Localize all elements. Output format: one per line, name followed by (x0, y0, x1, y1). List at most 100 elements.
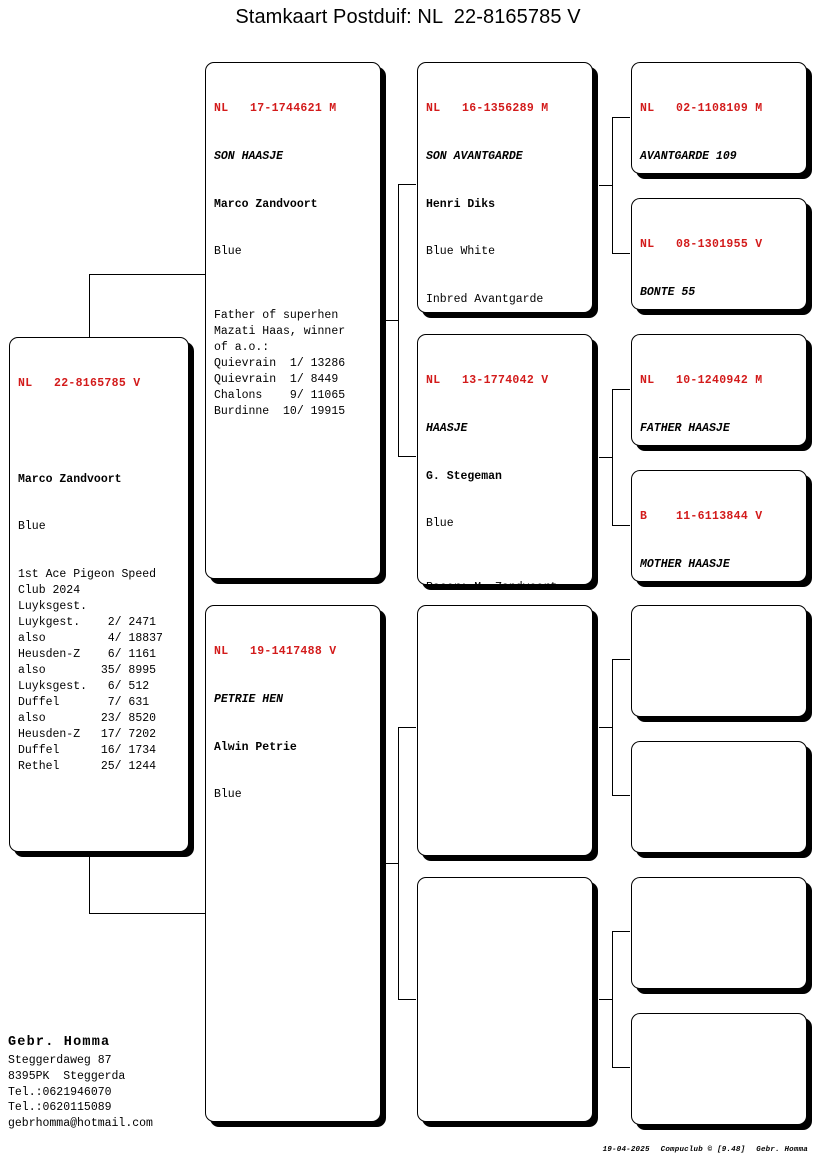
mother-ring-number: NL 19-1417488 V (214, 644, 337, 658)
connector-mgm-vertical (612, 931, 613, 1067)
detail-line: Luykgest. 2/ 2471 (18, 616, 157, 630)
breeder-city: 8395PK Steggerda (8, 1069, 126, 1083)
ggp4-nickname: MOTHER HAASJE (640, 557, 730, 571)
mother-color: Blue (214, 788, 242, 802)
connector-mother-stem (386, 863, 398, 864)
detail-line: Duffel 7/ 631 (18, 695, 150, 709)
connector-mother-to-gf (398, 727, 416, 728)
pedigree-card-ggp-5[interactable] (631, 605, 807, 717)
credit-date: 19-04-2025 (602, 1146, 650, 1154)
breeder-email: gebrhomma@hotmail.com (8, 1117, 153, 1131)
detail-line: Heusden-Z 6/ 1161 (18, 648, 157, 662)
pedigree-card-ggp-3[interactable]: NL 10-1240942 M FATHER HAASJE G. Stegema… (631, 334, 807, 446)
subject-spacer (18, 424, 181, 440)
ggp1-ring-number: NL 02-1108109 M (640, 101, 763, 115)
pgm-color: Blue (426, 517, 454, 531)
detail-line: Quievrain 1/ 13286 (214, 357, 346, 371)
connector-pgf-to-ggp1 (612, 117, 630, 118)
breeder-phone-2: Tel.:0620115089 (8, 1101, 112, 1115)
pgf-ring-number: NL 16-1356289 M (426, 101, 549, 115)
pgf-nickname: SON AVANTGARDE (426, 149, 523, 163)
connector-mgf-vertical (612, 659, 613, 795)
father-owner: Marco Zandvoort (214, 197, 318, 211)
pedigree-card-maternal-grandfather[interactable] (417, 605, 593, 856)
detail-line-blank (426, 308, 585, 312)
connector-mgm-to-ggp7 (612, 931, 630, 932)
detail-line: Chalons 9/ 11065 (214, 389, 346, 403)
pedigree-card-ggp-2[interactable]: NL 08-1301955 V BONTE 55 Henri Diks Blau… (631, 198, 807, 310)
father-detail-lines: Father of superhen Mazati Haas, winner of … (214, 292, 373, 420)
subject-detail-lines: 1st Ace Pigeon Speed Club 2024 Luyksgest. L… (18, 567, 181, 774)
breeder-name: Gebr. Homma (8, 1035, 111, 1050)
pgm-detail-lines: Racer: M. ZandvoortSuperhen Haasje iswin… (426, 564, 585, 584)
ggp2-ring-number: NL 08-1301955 V (640, 237, 763, 251)
pedigree-card-ggp-7[interactable] (631, 877, 807, 989)
detail-line: Luyksgest. (18, 600, 88, 614)
connector-pgm-stem (599, 457, 612, 458)
detail-line: Duffel 16/ 1734 (18, 743, 157, 757)
connector-subject-to-mother (89, 913, 205, 914)
ggp1-nickname: AVANTGARDE 109 (640, 149, 737, 163)
connector-mgf-to-ggp6 (612, 795, 630, 796)
pedigree-card-mother[interactable]: NL 19-1417488 V PETRIE HEN Alwin Petrie … (205, 605, 381, 1122)
pedigree-card-father[interactable]: NL 17-1744621 M SON HAASJE Marco Zandvoo… (205, 62, 381, 579)
detail-line: Club 2024 (18, 584, 81, 598)
pedigree-card-ggp-8[interactable] (631, 1013, 807, 1125)
detail-line: of a.o.: (214, 341, 270, 355)
breeder-block: Gebr. Homma Steggerdaweg 87 8395PK Stegg… (8, 1033, 208, 1132)
detail-line: Racer: M. Zandvoort (426, 580, 585, 584)
pedigree-card-subject[interactable]: NL 22-8165785 V Marco Zandvoort Blue 1st… (9, 337, 189, 852)
detail-line: Heusden-Z 17/ 7202 (18, 727, 157, 741)
pgm-owner: G. Stegeman (426, 469, 502, 483)
connector-pgf-vertical (612, 117, 613, 253)
connector-mgm-to-ggp8 (612, 1067, 630, 1068)
pedigree-card-ggp-4[interactable]: B 11-6113844 V MOTHER HAASJE Maurice Has… (631, 470, 807, 582)
detail-line-blank (426, 564, 585, 580)
father-color: Blue (214, 245, 242, 259)
detail-line: Burdinne 10/ 19915 (214, 405, 346, 418)
pedigree-card-ggp-1[interactable]: NL 02-1108109 M AVANTGARDE 109 Alwin Pet… (631, 62, 807, 174)
subject-ring-number: NL 22-8165785 V (18, 376, 141, 390)
detail-line: also 35/ 8995 (18, 664, 157, 678)
detail-line: 1st Ace Pigeon Speed (18, 568, 157, 582)
connector-father-to-gf (398, 184, 416, 185)
detail-line: Inbred Avantgarde (426, 293, 544, 307)
connector-pgf-stem (599, 185, 612, 186)
ggp3-nickname: FATHER HAASJE (640, 421, 730, 435)
pgf-detail-lines: Inbred AvantgardeGrootvader:1e Duifk. Na… (426, 292, 585, 312)
pgf-color: Blue White (426, 245, 496, 259)
pedigree-card-paternal-grandfather[interactable]: NL 16-1356289 M SON AVANTGARDE Henri Dik… (417, 62, 593, 313)
detail-line: also 23/ 8520 (18, 711, 157, 725)
connector-mother-vertical (398, 727, 399, 999)
pedigree-card-ggp-6[interactable] (631, 741, 807, 853)
detail-line: Rethel 25/ 1244 (18, 759, 157, 773)
pedigree-card-paternal-grandmother[interactable]: NL 13-1774042 V HAASJE G. Stegeman Blue … (417, 334, 593, 585)
connector-mgf-stem (599, 727, 612, 728)
mother-nickname: PETRIE HEN (214, 692, 284, 706)
mother-owner: Alwin Petrie (214, 740, 297, 754)
ggp2-nickname: BONTE 55 (640, 285, 696, 299)
connector-pgm-to-ggp3 (612, 389, 630, 390)
ggp3-ring-number: NL 10-1240942 M (640, 373, 763, 387)
credit-line: 19-04-2025 Compuclub © [9.48] Gebr. Homma (584, 1138, 808, 1162)
ggp4-ring-number: B 11-6113844 V (640, 509, 763, 523)
connector-father-stem (386, 320, 398, 321)
breeder-street: Steggerdaweg 87 (8, 1054, 112, 1067)
connector-subject-to-father (89, 274, 205, 275)
father-nickname: SON HAASJE (214, 149, 284, 163)
connector-pgf-to-ggp2 (612, 253, 630, 254)
subject-color: Blue (18, 520, 46, 534)
pgf-owner: Henri Diks (426, 197, 496, 211)
connector-mgf-to-ggp5 (612, 659, 630, 660)
connector-father-vertical (398, 184, 399, 456)
connector-pgm-to-ggp4 (612, 525, 630, 526)
subject-owner: Marco Zandvoort (18, 472, 122, 486)
page-title: Stamkaart Postduif: NL 22-8165785 V (235, 6, 581, 28)
father-ring-number: NL 17-1744621 M (214, 101, 337, 115)
connector-father-to-gm (398, 456, 416, 457)
detail-line: Quievrain 1/ 8449 (214, 373, 339, 387)
pgm-nickname: HAASJE (426, 421, 468, 435)
credit-owner: Gebr. Homma (756, 1146, 808, 1154)
connector-pgm-vertical (612, 389, 613, 525)
pedigree-card-maternal-grandmother[interactable] (417, 877, 593, 1122)
